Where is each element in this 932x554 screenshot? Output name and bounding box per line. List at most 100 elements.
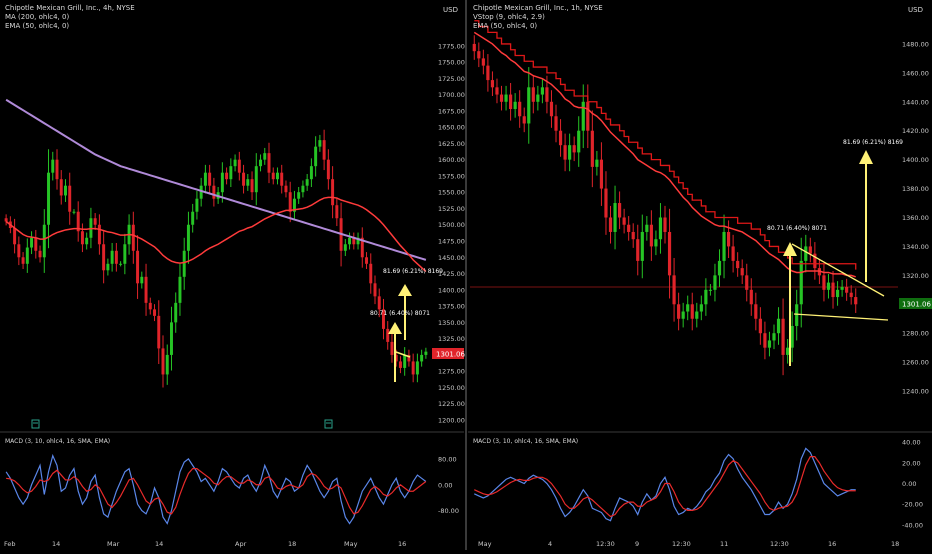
right-candle <box>831 271 835 309</box>
right-candle <box>568 133 572 172</box>
right-current-price: 1301.06 <box>902 301 931 309</box>
left-candle <box>191 203 195 233</box>
right-candle <box>813 242 817 280</box>
right-candle <box>595 150 599 176</box>
right-candle <box>835 281 840 306</box>
right-signal-line <box>474 456 856 518</box>
left-macd-pane[interactable] <box>5 453 427 525</box>
left-time-label: 16 <box>398 540 406 548</box>
right-candle <box>563 133 567 172</box>
right-candle <box>686 295 690 321</box>
right-annotation-1: 81.69 (6.21%) 8169 <box>843 139 903 146</box>
right-macd-tick: -20.00 <box>902 501 923 509</box>
left-price-tick: 1425.00 <box>438 270 465 278</box>
left-measure-annotations[interactable]: 81.69 (6.21%) 8169 80.71 (6.40%) 8071 <box>370 268 443 382</box>
right-macd-pane[interactable] <box>474 447 856 522</box>
left-arrowhead-1 <box>388 322 402 334</box>
right-candle <box>486 54 490 92</box>
left-candle <box>114 242 118 272</box>
left-candle <box>195 190 199 220</box>
left-candle <box>343 239 347 256</box>
left-candle <box>360 227 364 268</box>
left-candle <box>30 231 34 255</box>
left-flag-icon-1[interactable] <box>31 419 40 429</box>
left-candle <box>254 153 258 206</box>
left-candle <box>72 209 76 215</box>
left-candle <box>233 154 237 172</box>
left-candle <box>237 151 241 181</box>
left-candle <box>123 233 127 275</box>
right-legend-vstop: VStop (9, ohlc4, 2.9) <box>473 13 545 21</box>
right-arrowhead-1 <box>783 242 797 256</box>
right-candle <box>540 78 544 104</box>
right-candle <box>677 292 681 331</box>
left-price-tick: 1750.00 <box>438 59 465 67</box>
left-candle <box>246 173 250 191</box>
left-candle <box>373 275 377 305</box>
right-candle <box>645 216 649 241</box>
right-price-tick: 1320.00 <box>902 272 929 280</box>
right-macd-axis[interactable]: 40.00 20.00 0.00 -20.00 -40.00 <box>902 439 923 530</box>
right-candle <box>854 288 858 313</box>
right-macd-label: MACD (3, 10, ohlc4, 16, SMA, EMA) <box>473 438 578 445</box>
left-time-axis[interactable]: Feb 14 Mar 14 Apr 18 May 16 <box>4 540 406 548</box>
right-candle <box>840 279 844 297</box>
right-candle <box>681 302 685 328</box>
left-candle <box>131 211 135 264</box>
left-candle <box>55 149 59 190</box>
right-time-label: 18 <box>891 540 899 548</box>
left-candle <box>356 232 360 250</box>
left-price-tick: 1275.00 <box>438 368 465 376</box>
right-candle <box>554 104 558 143</box>
left-price-tick: 1250.00 <box>438 384 465 392</box>
left-candle <box>85 232 89 250</box>
left-candle <box>178 263 182 316</box>
left-chart-pane[interactable]: 81.69 (6.21%) 8169 80.71 (6.40%) 8071 Ch… <box>4 4 465 548</box>
left-candle <box>242 164 246 194</box>
right-upper-trendline[interactable] <box>791 243 885 297</box>
left-candle <box>148 297 152 315</box>
left-ema50-line <box>5 196 427 273</box>
left-candle <box>169 306 173 371</box>
left-candle <box>398 356 402 374</box>
left-time-label: May <box>344 540 358 548</box>
left-trendline[interactable] <box>395 351 411 358</box>
left-time-label: 14 <box>52 540 60 548</box>
right-candle <box>758 307 762 345</box>
left-candle <box>365 252 369 270</box>
right-lower-trendline[interactable] <box>793 313 889 321</box>
right-candle <box>613 185 617 250</box>
left-candle <box>415 353 419 383</box>
left-price-tick: 1200.00 <box>438 417 465 425</box>
left-candle <box>318 134 322 152</box>
left-candle <box>102 231 106 284</box>
left-price-tick: 1325.00 <box>438 335 465 343</box>
left-macd-axis[interactable]: 80.00 0.00 -80.00 <box>438 455 459 515</box>
right-measure-annotations[interactable]: 80.71 (6.40%) 8071 81.69 (6.21%) 8169 <box>767 139 903 366</box>
left-candle <box>119 261 123 267</box>
left-candle <box>25 238 29 273</box>
right-time-label: 4 <box>548 540 552 548</box>
right-candle <box>481 49 485 75</box>
right-time-label: 11 <box>720 540 728 548</box>
right-chart-pane[interactable]: 80.71 (6.40%) 8071 81.69 (6.21%) 8169 Ch… <box>470 4 932 548</box>
left-time-label: 18 <box>288 540 296 548</box>
left-macd-label: MACD (3, 10, ohlc4, 16, SMA, EMA) <box>5 438 110 445</box>
left-price-tick: 1475.00 <box>438 238 465 246</box>
right-ema50-line <box>473 31 856 278</box>
right-candle <box>622 208 626 234</box>
left-price-tick: 1625.00 <box>438 140 465 148</box>
right-candle <box>586 84 590 149</box>
left-currency-label: USD <box>443 6 458 14</box>
left-candle <box>136 235 140 299</box>
right-candle <box>722 214 726 279</box>
left-price-axis[interactable]: 1775.00 1750.00 1725.00 1700.00 1675.00 1650.… <box>438 42 465 424</box>
right-candle <box>572 136 576 162</box>
right-time-axis[interactable]: May 12:30 4 12:30 9 11 12:30 16 18 <box>478 540 899 548</box>
right-candle <box>627 216 631 241</box>
left-candle <box>267 142 271 184</box>
left-time-label: 14 <box>155 540 163 548</box>
left-candle <box>348 232 352 250</box>
left-flag-icon-2[interactable] <box>324 419 333 429</box>
